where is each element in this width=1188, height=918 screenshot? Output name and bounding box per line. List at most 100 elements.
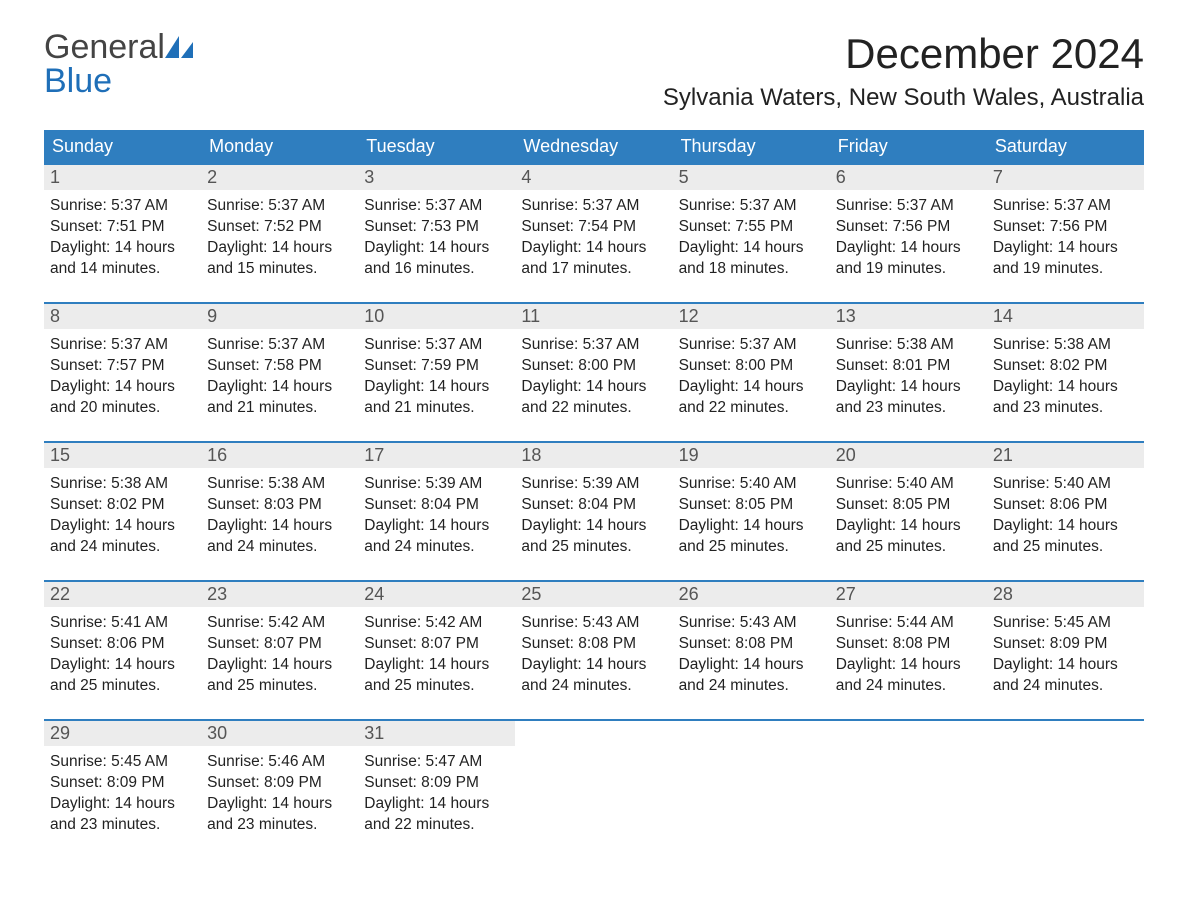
sunset-text: Sunset: 7:53 PM (364, 217, 509, 238)
day-body: Sunrise: 5:37 AMSunset: 7:58 PMDaylight:… (201, 329, 358, 441)
day-body: Sunrise: 5:38 AMSunset: 8:03 PMDaylight:… (201, 468, 358, 580)
sunrise-text: Sunrise: 5:43 AM (521, 613, 666, 634)
sunset-text: Sunset: 7:59 PM (364, 356, 509, 377)
calendar-day: 8Sunrise: 5:37 AMSunset: 7:57 PMDaylight… (44, 303, 201, 442)
day-number: 14 (987, 304, 1144, 329)
day-body: Sunrise: 5:46 AMSunset: 8:09 PMDaylight:… (201, 746, 358, 858)
calendar-day: 7Sunrise: 5:37 AMSunset: 7:56 PMDaylight… (987, 164, 1144, 303)
sunset-text: Sunset: 8:04 PM (521, 495, 666, 516)
sunrise-text: Sunrise: 5:37 AM (993, 196, 1138, 217)
daylight-text: Daylight: 14 hours and 23 minutes. (207, 794, 352, 836)
calendar-day (987, 720, 1144, 858)
sunrise-text: Sunrise: 5:45 AM (50, 752, 195, 773)
day-body: Sunrise: 5:37 AMSunset: 7:55 PMDaylight:… (673, 190, 830, 302)
day-number: 20 (830, 443, 987, 468)
sunrise-text: Sunrise: 5:38 AM (207, 474, 352, 495)
day-body: Sunrise: 5:38 AMSunset: 8:02 PMDaylight:… (44, 468, 201, 580)
calendar-day (673, 720, 830, 858)
location-subtitle: Sylvania Waters, New South Wales, Austra… (663, 84, 1144, 112)
calendar-day: 13Sunrise: 5:38 AMSunset: 8:01 PMDayligh… (830, 303, 987, 442)
calendar-day: 15Sunrise: 5:38 AMSunset: 8:02 PMDayligh… (44, 442, 201, 581)
day-number: 2 (201, 165, 358, 190)
dow-header: Tuesday (358, 130, 515, 164)
daylight-text: Daylight: 14 hours and 22 minutes. (679, 377, 824, 419)
day-body: Sunrise: 5:37 AMSunset: 7:52 PMDaylight:… (201, 190, 358, 302)
daylight-text: Daylight: 14 hours and 19 minutes. (993, 238, 1138, 280)
day-number: 4 (515, 165, 672, 190)
daylight-text: Daylight: 14 hours and 25 minutes. (207, 655, 352, 697)
daylight-text: Daylight: 14 hours and 25 minutes. (993, 516, 1138, 558)
daylight-text: Daylight: 14 hours and 25 minutes. (364, 655, 509, 697)
day-body: Sunrise: 5:41 AMSunset: 8:06 PMDaylight:… (44, 607, 201, 719)
calendar-day: 20Sunrise: 5:40 AMSunset: 8:05 PMDayligh… (830, 442, 987, 581)
calendar-day: 21Sunrise: 5:40 AMSunset: 8:06 PMDayligh… (987, 442, 1144, 581)
sunrise-text: Sunrise: 5:37 AM (364, 335, 509, 356)
sunset-text: Sunset: 7:52 PM (207, 217, 352, 238)
day-number: 11 (515, 304, 672, 329)
sunrise-text: Sunrise: 5:40 AM (993, 474, 1138, 495)
sunrise-text: Sunrise: 5:39 AM (521, 474, 666, 495)
day-number: 6 (830, 165, 987, 190)
daylight-text: Daylight: 14 hours and 16 minutes. (364, 238, 509, 280)
sunrise-text: Sunrise: 5:40 AM (679, 474, 824, 495)
day-number: 18 (515, 443, 672, 468)
daylight-text: Daylight: 14 hours and 25 minutes. (50, 655, 195, 697)
day-body: Sunrise: 5:37 AMSunset: 8:00 PMDaylight:… (673, 329, 830, 441)
sunrise-text: Sunrise: 5:42 AM (364, 613, 509, 634)
sunrise-text: Sunrise: 5:38 AM (50, 474, 195, 495)
daylight-text: Daylight: 14 hours and 23 minutes. (836, 377, 981, 419)
sunset-text: Sunset: 8:02 PM (50, 495, 195, 516)
sunrise-text: Sunrise: 5:37 AM (679, 196, 824, 217)
calendar-day: 24Sunrise: 5:42 AMSunset: 8:07 PMDayligh… (358, 581, 515, 720)
sunrise-text: Sunrise: 5:43 AM (679, 613, 824, 634)
calendar-day: 30Sunrise: 5:46 AMSunset: 8:09 PMDayligh… (201, 720, 358, 858)
calendar-week: 22Sunrise: 5:41 AMSunset: 8:06 PMDayligh… (44, 581, 1144, 720)
day-number: 22 (44, 582, 201, 607)
sunset-text: Sunset: 8:06 PM (50, 634, 195, 655)
calendar-day: 17Sunrise: 5:39 AMSunset: 8:04 PMDayligh… (358, 442, 515, 581)
day-body: Sunrise: 5:37 AMSunset: 8:00 PMDaylight:… (515, 329, 672, 441)
calendar-day: 10Sunrise: 5:37 AMSunset: 7:59 PMDayligh… (358, 303, 515, 442)
sunset-text: Sunset: 8:05 PM (679, 495, 824, 516)
month-title: December 2024 (663, 30, 1144, 78)
sunrise-text: Sunrise: 5:45 AM (993, 613, 1138, 634)
day-number: 30 (201, 721, 358, 746)
daylight-text: Daylight: 14 hours and 23 minutes. (50, 794, 195, 836)
day-number: 16 (201, 443, 358, 468)
sunrise-text: Sunrise: 5:38 AM (993, 335, 1138, 356)
day-body: Sunrise: 5:40 AMSunset: 8:06 PMDaylight:… (987, 468, 1144, 580)
day-body: Sunrise: 5:37 AMSunset: 7:59 PMDaylight:… (358, 329, 515, 441)
daylight-text: Daylight: 14 hours and 23 minutes. (993, 377, 1138, 419)
sunset-text: Sunset: 7:56 PM (836, 217, 981, 238)
logo-word-1: General (44, 28, 165, 66)
day-number: 1 (44, 165, 201, 190)
sunrise-text: Sunrise: 5:41 AM (50, 613, 195, 634)
day-number: 31 (358, 721, 515, 746)
day-number: 23 (201, 582, 358, 607)
daylight-text: Daylight: 14 hours and 22 minutes. (521, 377, 666, 419)
calendar-day: 2Sunrise: 5:37 AMSunset: 7:52 PMDaylight… (201, 164, 358, 303)
dow-header: Wednesday (515, 130, 672, 164)
daylight-text: Daylight: 14 hours and 24 minutes. (207, 516, 352, 558)
calendar-day: 23Sunrise: 5:42 AMSunset: 8:07 PMDayligh… (201, 581, 358, 720)
sail-icon (165, 36, 193, 58)
day-number: 10 (358, 304, 515, 329)
logo-word-2: Blue (44, 62, 112, 100)
sunrise-text: Sunrise: 5:37 AM (50, 335, 195, 356)
sunset-text: Sunset: 8:09 PM (50, 773, 195, 794)
sunrise-text: Sunrise: 5:37 AM (207, 196, 352, 217)
calendar-day: 28Sunrise: 5:45 AMSunset: 8:09 PMDayligh… (987, 581, 1144, 720)
sunset-text: Sunset: 8:08 PM (836, 634, 981, 655)
day-body: Sunrise: 5:43 AMSunset: 8:08 PMDaylight:… (673, 607, 830, 719)
day-number: 24 (358, 582, 515, 607)
sunrise-text: Sunrise: 5:37 AM (679, 335, 824, 356)
sunset-text: Sunset: 7:55 PM (679, 217, 824, 238)
calendar-day: 5Sunrise: 5:37 AMSunset: 7:55 PMDaylight… (673, 164, 830, 303)
sunrise-text: Sunrise: 5:47 AM (364, 752, 509, 773)
sunrise-text: Sunrise: 5:42 AM (207, 613, 352, 634)
day-body: Sunrise: 5:40 AMSunset: 8:05 PMDaylight:… (673, 468, 830, 580)
sunrise-text: Sunrise: 5:37 AM (836, 196, 981, 217)
sunset-text: Sunset: 7:54 PM (521, 217, 666, 238)
calendar-day: 1Sunrise: 5:37 AMSunset: 7:51 PMDaylight… (44, 164, 201, 303)
day-body: Sunrise: 5:37 AMSunset: 7:53 PMDaylight:… (358, 190, 515, 302)
